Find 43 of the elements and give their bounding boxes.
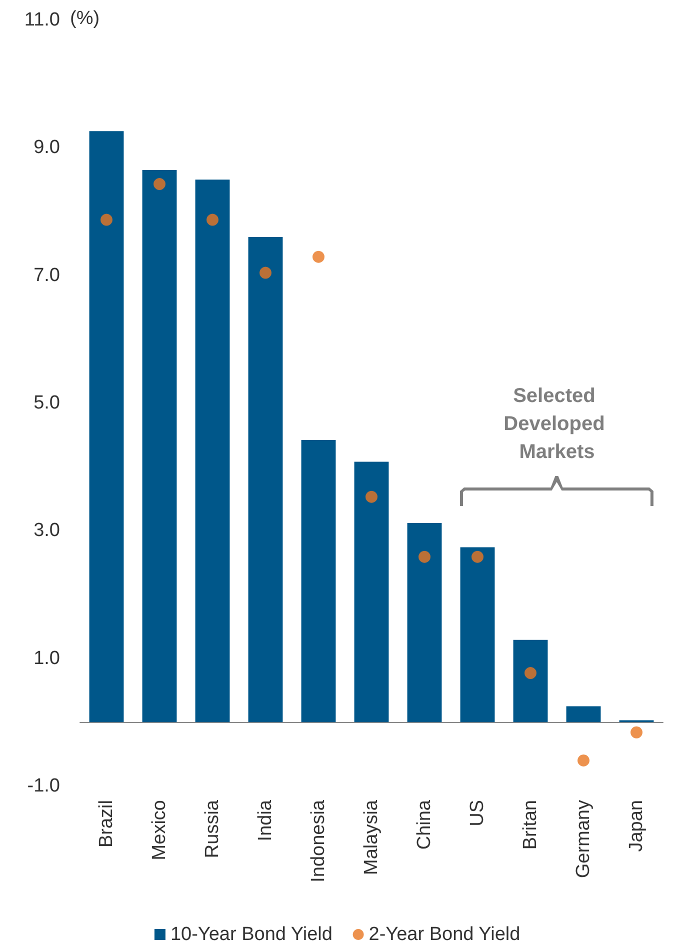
point <box>578 754 590 766</box>
y-tick-label: 5.0 <box>34 392 60 414</box>
y-axis-title: (%) <box>70 8 100 29</box>
bar <box>513 640 548 722</box>
point <box>418 550 430 563</box>
x-tick-label: Malaysia <box>361 800 382 875</box>
bar <box>354 462 389 722</box>
point <box>154 178 166 190</box>
x-tick-label: Indonesia <box>308 800 329 882</box>
x-tick-label: Brazil <box>96 800 117 848</box>
bar <box>566 706 601 722</box>
y-tick-label: 1.0 <box>34 648 60 669</box>
x-tick-label: China <box>414 800 435 850</box>
point <box>100 214 112 226</box>
x-tick-label: Japan <box>626 800 647 852</box>
bar <box>248 237 283 722</box>
legend-label: 10-Year Bond Yield <box>170 924 332 945</box>
y-tick-label: -1.0 <box>27 776 60 796</box>
point <box>260 266 272 279</box>
bar <box>195 180 230 722</box>
y-tick-label: 9.0 <box>34 137 60 158</box>
x-tick-label: US <box>467 800 488 826</box>
legend-label: 2-Year Bond Yield <box>368 924 520 945</box>
y-tick-label: 3.0 <box>34 520 60 542</box>
bar <box>89 131 124 722</box>
x-tick-label: Mexico <box>149 800 170 860</box>
point <box>472 550 484 563</box>
y-tick-label: 7.0 <box>34 264 60 286</box>
x-tick-label: Germany <box>573 800 594 878</box>
x-tick-label: Britan <box>520 800 541 850</box>
annotation: Selected Developed Markets <box>504 385 610 463</box>
point <box>630 726 642 738</box>
point <box>312 250 324 263</box>
point <box>206 214 218 226</box>
bar <box>460 547 495 722</box>
bar <box>407 523 442 722</box>
bar <box>301 440 336 722</box>
point <box>366 490 378 503</box>
point <box>524 667 536 680</box>
bar <box>142 170 177 722</box>
x-tick-label: India <box>255 800 276 842</box>
y-tick-label: 11.0 <box>24 10 60 30</box>
x-tick-label: Russia <box>202 800 223 858</box>
